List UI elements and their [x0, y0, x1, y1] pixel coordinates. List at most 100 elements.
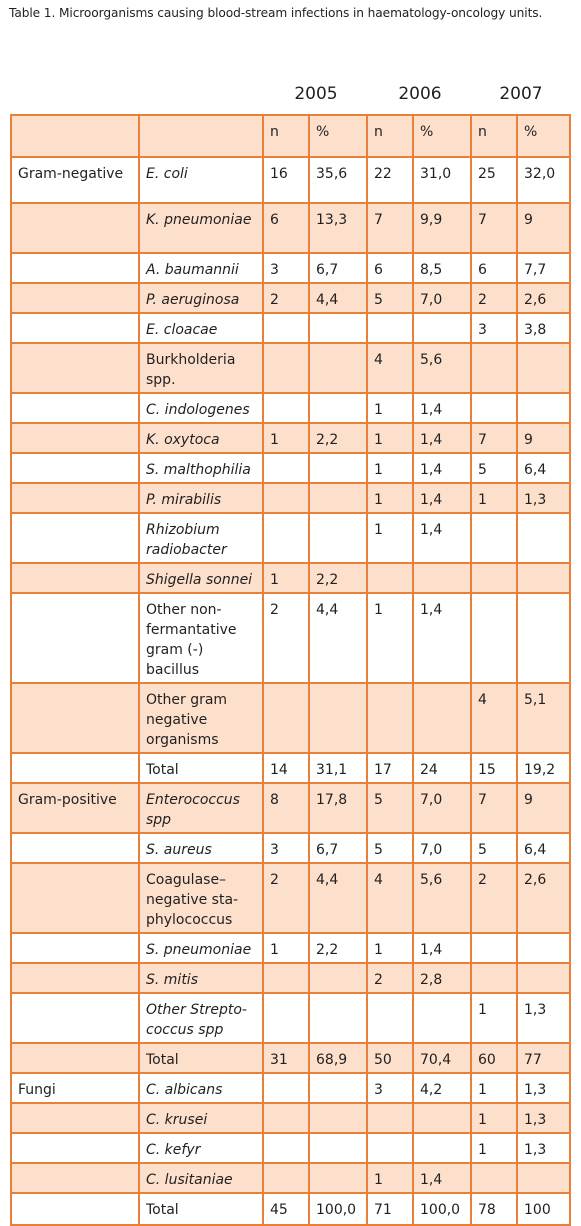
value-cell-pct-2007: 9	[516, 782, 571, 834]
value-cell-n-2006: 1	[366, 1162, 414, 1194]
organism-cell: K. oxytoca	[138, 422, 264, 454]
header-cell-n-2006: n	[366, 114, 414, 158]
table-row: C. kefyr 1 1,3	[10, 1132, 571, 1164]
value-cell-pct-2006: 5,6	[412, 342, 472, 394]
value-cell-pct-2005: 4,4	[308, 862, 368, 934]
value-cell-pct-2007	[516, 562, 571, 594]
value-cell-pct-2007: 5,1	[516, 682, 571, 754]
organism-cell: E. cloacae	[138, 312, 264, 344]
value-cell-n-2005: 3	[262, 832, 310, 864]
value-cell-n-2006	[366, 992, 414, 1044]
group-cell	[10, 1102, 140, 1134]
value-cell-n-2005: 1	[262, 932, 310, 964]
organism-cell: S. pneumoniae	[138, 932, 264, 964]
value-cell-n-2005: 2	[262, 592, 310, 684]
table-row: Fungi C. albicans 3 4,2 1 1,3	[10, 1072, 571, 1104]
group-cell: Gram-positive	[10, 782, 140, 834]
value-cell-n-2006: 1	[366, 422, 414, 454]
value-cell-pct-2005: 2,2	[308, 932, 368, 964]
organism-cell: Other gram negative organisms	[138, 682, 264, 754]
value-cell-pct-2006: 7,0	[412, 282, 472, 314]
value-cell-n-2007: 3	[470, 312, 518, 344]
organism-cell: C. kefyr	[138, 1132, 264, 1164]
value-cell-n-2007	[470, 562, 518, 594]
value-cell-pct-2007: 6,4	[516, 452, 571, 484]
year-headers: 2005 2006 2007	[0, 84, 581, 108]
year-2005: 2005	[294, 84, 338, 104]
value-cell-n-2005	[262, 992, 310, 1044]
table-row: Total 45 100,0 71 100,0 78 100	[10, 1192, 571, 1226]
value-cell-n-2007: 25	[470, 156, 518, 204]
group-cell	[10, 832, 140, 864]
value-cell-pct-2005: 31,1	[308, 752, 368, 784]
group-cell	[10, 862, 140, 934]
value-cell-pct-2005	[308, 312, 368, 344]
organism-cell: E. coli	[138, 156, 264, 204]
value-cell-n-2007	[470, 392, 518, 424]
value-cell-n-2007	[470, 1162, 518, 1194]
group-cell	[10, 932, 140, 964]
value-cell-pct-2005	[308, 342, 368, 394]
header-cell-n-2005: n	[262, 114, 310, 158]
value-cell-n-2007: 7	[470, 202, 518, 254]
value-cell-pct-2006: 100,0	[412, 1192, 472, 1226]
value-cell-pct-2007: 6,4	[516, 832, 571, 864]
group-cell	[10, 482, 140, 514]
value-cell-pct-2007: 3,8	[516, 312, 571, 344]
organism-cell: P. aeruginosa	[138, 282, 264, 314]
header-cell-organism	[138, 114, 264, 158]
value-cell-n-2006: 1	[366, 482, 414, 514]
value-cell-pct-2007: 2,6	[516, 862, 571, 934]
value-cell-n-2005: 31	[262, 1042, 310, 1074]
organism-cell: S. aureus	[138, 832, 264, 864]
organism-cell: Enterococcus spp	[138, 782, 264, 834]
table-row: S. aureus 3 6,7 5 7,0 5 6,4	[10, 832, 571, 864]
year-2006: 2006	[398, 84, 442, 104]
value-cell-n-2007: 6	[470, 252, 518, 284]
column-header-row: n % n % n %	[10, 114, 571, 158]
value-cell-n-2005	[262, 962, 310, 994]
value-cell-pct-2005	[308, 512, 368, 564]
group-cell: Gram-negative	[10, 156, 140, 204]
value-cell-pct-2007: 7,7	[516, 252, 571, 284]
value-cell-pct-2007	[516, 962, 571, 994]
value-cell-pct-2006: 4,2	[412, 1072, 472, 1104]
value-cell-n-2005	[262, 1132, 310, 1164]
value-cell-n-2005: 2	[262, 862, 310, 934]
organism-cell: Total	[138, 752, 264, 784]
organism-cell: Other non-fermantative gram (-) bacillus	[138, 592, 264, 684]
table-row: Total 14 31,1 17 24 15 19,2	[10, 752, 571, 784]
group-cell	[10, 202, 140, 254]
value-cell-n-2006: 5	[366, 832, 414, 864]
header-cell-pct-2007: %	[516, 114, 571, 158]
table-row: Rhizobium radiobacter 1 1,4	[10, 512, 571, 564]
value-cell-n-2007	[470, 962, 518, 994]
value-cell-n-2006: 5	[366, 282, 414, 314]
table-row: E. cloacae 3 3,8	[10, 312, 571, 344]
value-cell-pct-2006: 1,4	[412, 592, 472, 684]
group-cell	[10, 562, 140, 594]
value-cell-pct-2007	[516, 392, 571, 424]
organism-cell: Shigella sonnei	[138, 562, 264, 594]
value-cell-pct-2007	[516, 592, 571, 684]
value-cell-n-2006	[366, 682, 414, 754]
value-cell-n-2005: 1	[262, 562, 310, 594]
value-cell-pct-2007: 2,6	[516, 282, 571, 314]
organism-cell: C. lusitaniae	[138, 1162, 264, 1194]
value-cell-n-2007	[470, 342, 518, 394]
value-cell-n-2006: 71	[366, 1192, 414, 1226]
value-cell-pct-2007: 32,0	[516, 156, 571, 204]
table-row: C. indologenes 1 1,4	[10, 392, 571, 424]
year-2007: 2007	[499, 84, 543, 104]
value-cell-n-2006	[366, 562, 414, 594]
table-row: S. pneumoniae 1 2,2 1 1,4	[10, 932, 571, 964]
group-cell	[10, 282, 140, 314]
value-cell-n-2006: 7	[366, 202, 414, 254]
value-cell-n-2007: 1	[470, 992, 518, 1044]
value-cell-n-2005: 45	[262, 1192, 310, 1226]
value-cell-pct-2006: 1,4	[412, 422, 472, 454]
value-cell-n-2005: 3	[262, 252, 310, 284]
group-cell	[10, 342, 140, 394]
table-row: Gram-positive Enterococcus spp 8 17,8 5 7,0 7 9	[10, 782, 571, 834]
value-cell-pct-2005: 6,7	[308, 832, 368, 864]
